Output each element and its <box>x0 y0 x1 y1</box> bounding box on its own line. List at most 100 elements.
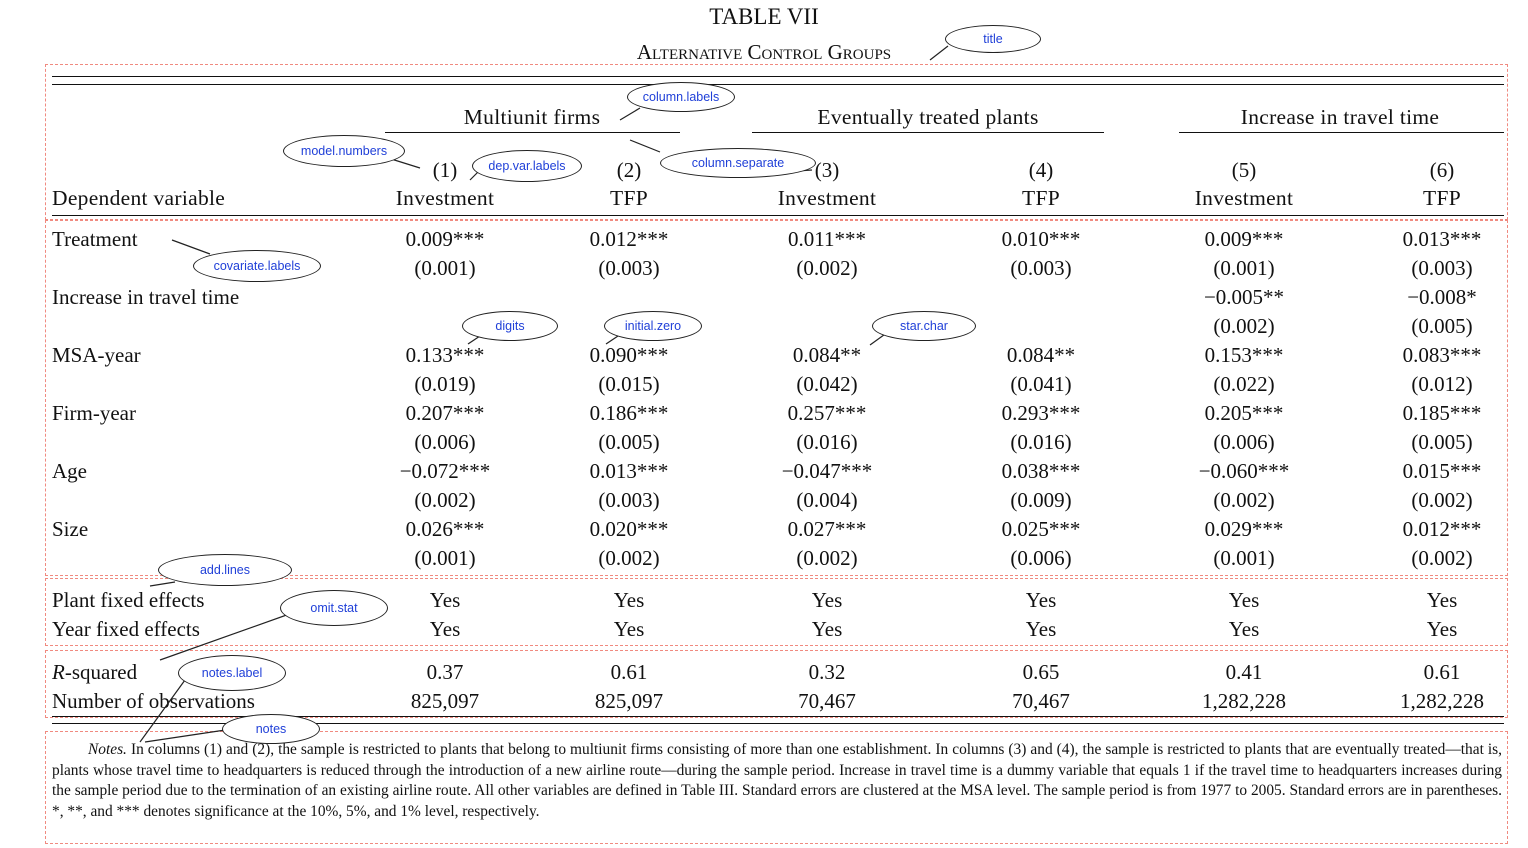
add-line-cell: Yes <box>613 588 645 612</box>
notes-label: Notes. <box>88 741 127 758</box>
top-rule-2 <box>52 84 1504 85</box>
add-line-cell: Yes <box>1025 617 1057 641</box>
se-cell: (0.002) <box>1411 546 1473 570</box>
se-cell: (0.004) <box>796 488 858 512</box>
bottom-rule-2 <box>52 723 1504 724</box>
coef-cell: −0.008* <box>1407 285 1477 309</box>
covariate-label: Increase in travel time <box>52 285 240 309</box>
stat-cell: 1,282,228 <box>1400 689 1484 713</box>
se-cell: (0.002) <box>1213 314 1275 338</box>
se-cell: (0.002) <box>598 546 660 570</box>
model-number: (1) <box>432 158 458 182</box>
annotation-title: title <box>945 25 1041 53</box>
stat-cell: 825,097 <box>410 689 480 713</box>
coef-cell: 0.012*** <box>589 227 669 251</box>
coef-cell: 0.090*** <box>589 343 669 367</box>
table-title: TABLE VII <box>709 4 819 29</box>
se-cell: (0.002) <box>414 488 476 512</box>
coef-cell: 0.084** <box>792 343 862 367</box>
se-cell: (0.006) <box>414 430 476 454</box>
coef-cell: 0.020*** <box>589 517 669 541</box>
se-cell: (0.009) <box>1010 488 1072 512</box>
add-line-label: Year fixed effects <box>52 617 200 641</box>
coef-cell: 0.013*** <box>1402 227 1482 251</box>
group-label-multiunit: Multiunit firms <box>463 105 601 129</box>
dep-var-header: Dependent variable <box>52 186 226 210</box>
coef-cell: 0.010*** <box>1001 227 1081 251</box>
se-cell: (0.005) <box>1411 430 1473 454</box>
header-region <box>45 64 1508 220</box>
stats-region <box>45 650 1508 718</box>
stat-cell: 0.41 <box>1225 660 1263 684</box>
model-number: (3) <box>814 158 840 182</box>
coef-cell: 0.153*** <box>1204 343 1284 367</box>
model-number: (5) <box>1231 158 1257 182</box>
se-cell: (0.041) <box>1010 372 1072 396</box>
covariate-label: Age <box>52 459 87 483</box>
coef-cell: 0.015*** <box>1402 459 1482 483</box>
se-cell: (0.015) <box>598 372 660 396</box>
se-cell: (0.002) <box>1411 488 1473 512</box>
annotation-add-lines: add.lines <box>158 554 292 586</box>
stat-label-text: Number of observations <box>52 689 255 713</box>
add-lines-region <box>45 578 1508 646</box>
group-rule-3 <box>1179 132 1504 133</box>
coef-cell: 0.186*** <box>589 401 669 425</box>
se-cell: (0.005) <box>598 430 660 454</box>
se-cell: (0.002) <box>796 256 858 280</box>
stat-cell: 0.61 <box>610 660 648 684</box>
annotation-model-numbers: model.numbers <box>283 135 405 167</box>
stat-label: Number of observations <box>52 688 255 714</box>
stat-cell: 0.61 <box>1423 660 1461 684</box>
add-line-cell: Yes <box>811 588 843 612</box>
stat-cell: 825,097 <box>594 689 664 713</box>
add-line-cell: Yes <box>613 617 645 641</box>
coef-cell: 0.257*** <box>787 401 867 425</box>
add-line-cell: Yes <box>811 617 843 641</box>
add-line-cell: Yes <box>1426 617 1458 641</box>
se-cell: (0.001) <box>1213 256 1275 280</box>
coef-cell: 0.133*** <box>405 343 485 367</box>
coef-cell: 0.026*** <box>405 517 485 541</box>
add-line-cell: Yes <box>1025 588 1057 612</box>
se-cell: (0.002) <box>796 546 858 570</box>
group-label-eventually-treated: Eventually treated plants <box>817 105 1039 129</box>
coef-cell: 0.185*** <box>1402 401 1482 425</box>
coef-cell: −0.047*** <box>781 459 873 483</box>
stat-label-italic: R <box>52 660 65 684</box>
add-line-cell: Yes <box>429 588 461 612</box>
coef-cell: 0.083*** <box>1402 343 1482 367</box>
coef-cell: 0.027*** <box>787 517 867 541</box>
se-cell: (0.022) <box>1213 372 1275 396</box>
add-line-cell: Yes <box>1426 588 1458 612</box>
stat-cell: 1,282,228 <box>1202 689 1286 713</box>
coef-cell: 0.293*** <box>1001 401 1081 425</box>
group-label-travel-time: Increase in travel time <box>1240 105 1440 129</box>
se-cell: (0.001) <box>414 546 476 570</box>
model-number: (6) <box>1429 158 1455 182</box>
se-cell: (0.019) <box>414 372 476 396</box>
se-cell: (0.003) <box>1411 256 1473 280</box>
se-cell: (0.003) <box>598 488 660 512</box>
stat-label: R-squared <box>52 659 137 685</box>
se-cell: (0.003) <box>1010 256 1072 280</box>
se-cell: (0.016) <box>796 430 858 454</box>
covariate-label: MSA-year <box>52 343 141 367</box>
coef-cell: −0.060*** <box>1198 459 1290 483</box>
bottom-rule-1 <box>52 716 1504 717</box>
model-number: (4) <box>1028 158 1054 182</box>
annotation-initial-zero: initial.zero <box>604 311 702 341</box>
se-cell: (0.006) <box>1010 546 1072 570</box>
add-line-cell: Yes <box>429 617 461 641</box>
top-rule-1 <box>52 76 1504 77</box>
se-cell: (0.001) <box>414 256 476 280</box>
coef-cell: 0.029*** <box>1204 517 1284 541</box>
coef-cell: 0.025*** <box>1001 517 1081 541</box>
dep-var-label: Investment <box>777 186 877 210</box>
se-cell: (0.006) <box>1213 430 1275 454</box>
stat-cell: 70,467 <box>1012 689 1070 713</box>
se-cell: (0.005) <box>1411 314 1473 338</box>
header-bottom-rule <box>52 215 1504 216</box>
coef-cell: 0.207*** <box>405 401 485 425</box>
annotation-covariate-labels: covariate.labels <box>193 250 321 282</box>
